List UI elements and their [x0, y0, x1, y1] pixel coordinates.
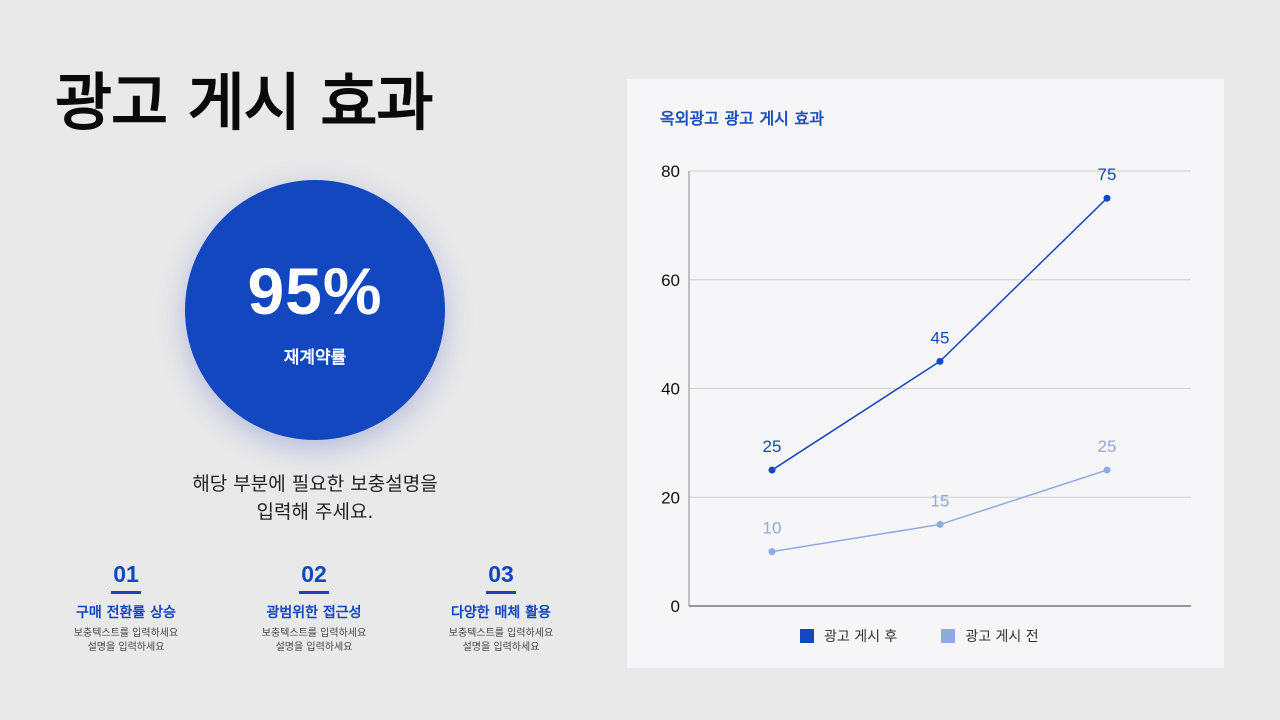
feature-body: 보충텍스트를 입력하세요 설명을 입력하세요 — [36, 627, 216, 655]
legend-label: 광고 게시 후 — [824, 629, 898, 645]
description: 해당 부분에 필요한 보충설명을 입력해 주세요. — [140, 470, 490, 526]
y-tick-label: 0 — [671, 597, 680, 616]
feature-number: 03 — [488, 561, 514, 587]
legend-label: 광고 게시 전 — [965, 629, 1039, 645]
feature-body-line: 보충텍스트를 입력하세요 — [261, 628, 367, 639]
chart-panel — [627, 79, 1224, 668]
series-line — [771, 469, 1108, 553]
legend-swatch — [800, 629, 814, 643]
legend-swatch — [941, 629, 956, 643]
feature-heading: 다양한 매체 활용 — [451, 605, 551, 621]
data-label: 75 — [1098, 165, 1117, 184]
highlight-label: 재계약률 — [283, 348, 347, 368]
feature-underline — [486, 591, 516, 594]
legend-item-before: 광고 게시 전 — [941, 626, 1039, 646]
chart-axes: 0 20 40 60 80 — [661, 162, 1191, 616]
legend-item-after: 광고 게시 후 — [800, 626, 897, 646]
feature-body-line: 설명을 입력하세요 — [87, 642, 165, 653]
description-line-1: 해당 부분에 필요한 보충설명을 — [192, 473, 438, 495]
data-point — [936, 357, 944, 365]
y-tick-label: 60 — [661, 271, 680, 290]
feature-body-line: 설명을 입력하세요 — [275, 642, 353, 653]
data-label: 25 — [763, 437, 782, 456]
feature-body-line: 설명을 입력하세요 — [462, 642, 540, 653]
feature-body: 보충텍스트를 입력하세요 설명을 입력하세요 — [411, 627, 591, 655]
data-point — [768, 548, 776, 556]
data-point — [936, 520, 944, 528]
data-label: 45 — [931, 328, 950, 347]
data-point — [1103, 194, 1111, 202]
feature-01: 01 구매 전환률 상승 보충텍스트를 입력하세요 설명을 입력하세요 — [36, 561, 216, 655]
feature-body: 보충텍스트를 입력하세요 설명을 입력하세요 — [224, 627, 404, 655]
y-tick-label: 80 — [661, 162, 680, 181]
feature-heading: 광범위한 접근성 — [266, 605, 362, 621]
data-point — [768, 466, 776, 474]
chart-series: 25 45 75 10 15 25 — [763, 165, 1117, 556]
feature-number: 02 — [301, 561, 327, 587]
feature-underline — [299, 591, 329, 594]
feature-number: 01 — [113, 561, 139, 587]
page-title: 광고 게시 효과 — [55, 66, 433, 139]
feature-body-line: 보충텍스트를 입력하세요 — [448, 628, 554, 639]
data-label: 25 — [1098, 437, 1117, 456]
data-point — [1103, 466, 1111, 474]
feature-heading: 구매 전환률 상승 — [76, 605, 176, 621]
feature-02: 02 광범위한 접근성 보충텍스트를 입력하세요 설명을 입력하세요 — [224, 561, 404, 655]
feature-underline — [111, 591, 141, 594]
chart-legend: 광고 게시 후 광고 게시 전 — [800, 626, 1039, 646]
chart-gridlines — [689, 170, 1191, 498]
y-tick-label: 20 — [661, 488, 680, 507]
highlight-circle: 95% 재계약률 — [185, 180, 445, 440]
highlight-value: 95% — [247, 254, 383, 328]
y-tick-label: 40 — [661, 380, 680, 399]
description-line-2: 입력해 주세요. — [256, 501, 374, 523]
feature-body-line: 보충텍스트를 입력하세요 — [73, 628, 179, 639]
feature-03: 03 다양한 매체 활용 보충텍스트를 입력하세요 설명을 입력하세요 — [411, 561, 591, 655]
chart-title: 옥외광고 광고 게시 효과 — [660, 109, 824, 128]
data-label: 10 — [763, 519, 782, 538]
data-label: 15 — [931, 491, 950, 510]
